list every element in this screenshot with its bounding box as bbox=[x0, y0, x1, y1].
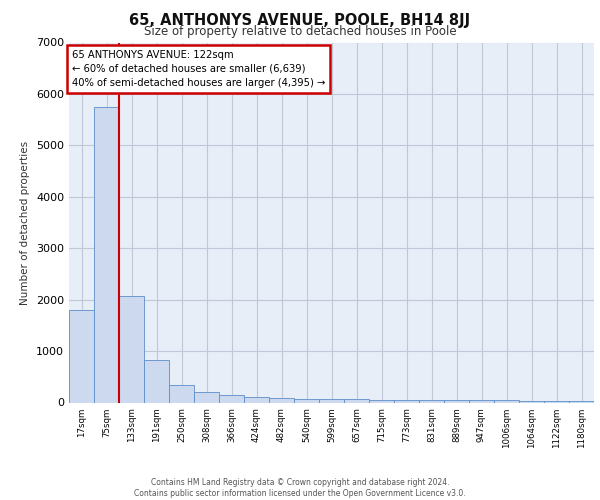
Text: Contains HM Land Registry data © Crown copyright and database right 2024.
Contai: Contains HM Land Registry data © Crown c… bbox=[134, 478, 466, 498]
Bar bbox=[519, 400, 544, 402]
Bar bbox=[494, 400, 519, 402]
Text: Size of property relative to detached houses in Poole: Size of property relative to detached ho… bbox=[143, 25, 457, 38]
Bar bbox=[194, 392, 219, 402]
Y-axis label: Number of detached properties: Number of detached properties bbox=[20, 140, 31, 304]
Bar bbox=[444, 400, 469, 402]
Bar bbox=[394, 400, 419, 402]
Text: 65, ANTHONYS AVENUE, POOLE, BH14 8JJ: 65, ANTHONYS AVENUE, POOLE, BH14 8JJ bbox=[130, 12, 470, 28]
Bar bbox=[319, 400, 344, 402]
Bar bbox=[94, 107, 119, 403]
Bar bbox=[119, 296, 144, 403]
Bar bbox=[269, 398, 294, 402]
Bar bbox=[569, 401, 594, 402]
Bar bbox=[344, 400, 369, 402]
Bar bbox=[544, 401, 569, 402]
Bar bbox=[219, 395, 244, 402]
Bar bbox=[369, 400, 394, 402]
Bar bbox=[144, 360, 169, 403]
Bar bbox=[469, 400, 494, 402]
Bar bbox=[169, 384, 194, 402]
Bar bbox=[419, 400, 444, 402]
Bar bbox=[294, 400, 319, 402]
Bar bbox=[69, 310, 94, 402]
Bar bbox=[244, 398, 269, 402]
Text: 65 ANTHONYS AVENUE: 122sqm
← 60% of detached houses are smaller (6,639)
40% of s: 65 ANTHONYS AVENUE: 122sqm ← 60% of deta… bbox=[71, 50, 325, 88]
